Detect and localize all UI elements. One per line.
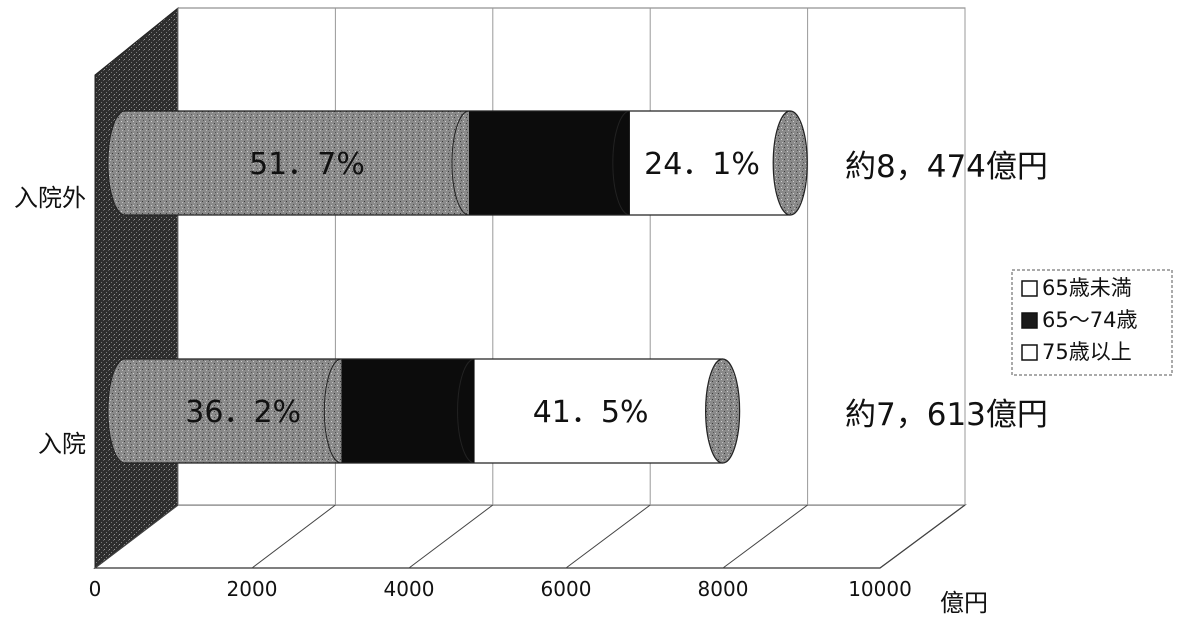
bar-segment-edge: [612, 110, 630, 216]
x-axis-label: 億円: [940, 589, 988, 617]
floor-gridline: [879, 504, 966, 569]
bar-cap-right: [772, 110, 808, 216]
x-tick-label: 8000: [698, 577, 749, 601]
bar-segment-edge: [451, 110, 470, 216]
bar-segment: [341, 359, 475, 463]
total-label: 約7，613億円: [845, 397, 1048, 433]
floor-gridline: [565, 504, 651, 569]
legend-label: 65歳未満: [1042, 276, 1132, 300]
legend-swatch: [1021, 280, 1038, 297]
bar-segment-edge: [323, 358, 342, 464]
legend-box: [1011, 269, 1173, 376]
bar-segment: [125, 111, 469, 215]
bar-segment: [125, 359, 342, 463]
floor-gridline: [94, 504, 179, 569]
x-tick-label: 4000: [384, 577, 435, 601]
bar-row-0: [107, 110, 808, 216]
legend-swatch: [1021, 344, 1038, 361]
floor-gridline: [408, 504, 494, 569]
legend-label: 65～74歳: [1042, 308, 1137, 332]
labels: 0 2000 4000 6000 8000 10000 51．7% 24．1% 約8，474億円…: [14, 147, 1048, 601]
floor-gridline: [251, 504, 336, 569]
floor-gridline: [722, 504, 808, 569]
legend-swatch: [1021, 312, 1038, 329]
side-wall: [94, 6, 179, 570]
legend-label: 75歳以上: [1042, 340, 1132, 364]
x-tick-label: 2000: [227, 577, 278, 601]
category-label: 入院外: [14, 184, 86, 212]
bar-cap-right: [705, 358, 741, 464]
total-label: 約8，474億円: [845, 149, 1048, 185]
bar-segment: [474, 359, 723, 463]
bar-segment-edge: [457, 358, 475, 464]
bar-segment: [629, 111, 791, 215]
segment-label: 51．7%: [249, 147, 365, 182]
category-label: 入院: [38, 430, 86, 458]
bar-row-1: [107, 358, 741, 464]
x-tick-label: 0: [89, 577, 102, 601]
segment-label: 36．2%: [185, 395, 301, 430]
x-tick-label: 10000: [848, 577, 912, 601]
bar-segment: [468, 111, 630, 215]
bars: [107, 110, 808, 464]
legend: 65歳未満 65～74歳 75歳以上: [1011, 269, 1173, 376]
segment-label: 41．5%: [533, 395, 649, 430]
floor: [93, 504, 967, 569]
segment-label: 24．1%: [644, 147, 760, 182]
x-tick-label: 6000: [541, 577, 592, 601]
